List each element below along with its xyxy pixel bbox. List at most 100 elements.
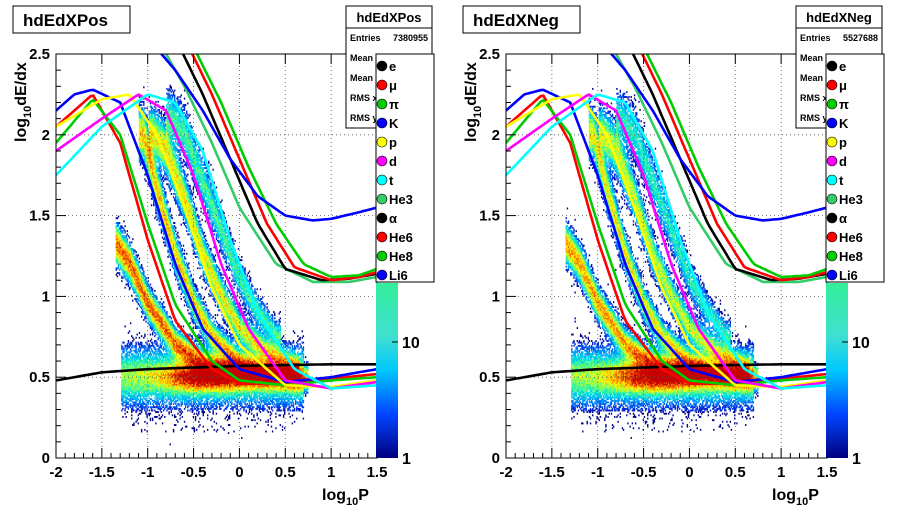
heat-cell: [168, 411, 169, 413]
heat-cell: [141, 429, 142, 431]
heat-cell: [126, 416, 127, 418]
heat-cell: [152, 410, 153, 412]
heat-cell: [117, 275, 118, 277]
heat-cell: [119, 272, 120, 274]
heat-cell: [150, 334, 151, 336]
heat-cell: [172, 321, 173, 323]
heat-cell: [150, 401, 151, 403]
heat-cell: [137, 308, 138, 310]
heat-cell: [172, 217, 173, 219]
heat-cell: [129, 330, 130, 332]
heat-cell: [130, 245, 131, 247]
heat-cell: [131, 414, 132, 416]
heat-cell: [167, 201, 168, 203]
heat-cell: [146, 115, 147, 117]
heat-cell: [142, 267, 143, 269]
heat-cell: [131, 241, 132, 243]
heat-cell: [163, 106, 164, 108]
heat-cell: [139, 261, 140, 263]
heat-cell: [161, 111, 162, 113]
heat-cell: [164, 112, 165, 114]
heat-cell: [141, 335, 142, 337]
heat-cell: [165, 431, 166, 433]
heat-cell: [150, 413, 151, 415]
heat-cell: [144, 107, 145, 109]
heat-cell: [138, 254, 139, 256]
heat-cell: [164, 306, 165, 308]
heat-cell: [170, 269, 171, 271]
heat-cell: [124, 413, 125, 415]
heat-cell: [143, 101, 144, 103]
heat-cell: [139, 258, 140, 260]
heat-cell: [131, 418, 132, 420]
heat-cell: [137, 334, 138, 336]
heat-cell: [162, 414, 163, 416]
heat-cell: [133, 338, 134, 340]
heat-cell: [152, 418, 153, 420]
heat-cell: [132, 238, 133, 240]
heat-cell: [122, 416, 123, 418]
heat-cell: [127, 230, 128, 232]
heat-cell: [170, 208, 171, 210]
heat-cell: [124, 225, 125, 227]
heat-cell: [155, 348, 156, 350]
heat-cell: [164, 416, 165, 418]
heat-cell: [161, 298, 162, 300]
heat-cell: [141, 316, 142, 318]
heat-cell: [172, 414, 173, 416]
heat-cell: [151, 204, 152, 206]
heat-cell: [154, 290, 155, 292]
heat-cell: [132, 345, 133, 347]
heat-cell: [148, 280, 149, 282]
heat-cell: [163, 301, 164, 303]
heat-cell: [161, 411, 162, 413]
heat-cell: [146, 107, 147, 109]
heat-cell: [155, 107, 156, 109]
heat-cell: [164, 309, 165, 311]
heat-cell: [155, 101, 156, 103]
heat-cell: [156, 416, 157, 418]
heat-cell: [170, 262, 171, 264]
heat-cell: [135, 251, 136, 253]
heat-cell: [133, 410, 134, 412]
heat-cell: [157, 101, 158, 103]
heat-cell: [150, 283, 151, 285]
heat-cell: [173, 429, 174, 431]
heat-cell: [164, 188, 165, 190]
heat-cell: [144, 421, 145, 423]
heat-cell: [135, 337, 136, 339]
heat-cell: [144, 334, 145, 336]
heat-cell: [149, 410, 150, 412]
heat-cell: [171, 86, 172, 88]
heat-cell: [143, 271, 144, 273]
heat-cell: [118, 216, 119, 218]
heat-cell: [141, 104, 142, 106]
heat-cell: [139, 332, 140, 334]
heat-cell: [129, 237, 130, 239]
heat-cell: [152, 288, 153, 290]
heat-cell: [127, 411, 128, 413]
heat-cell: [127, 238, 128, 240]
heat-cell: [161, 174, 162, 176]
heat-cell: [171, 193, 172, 195]
heat-cell: [159, 109, 160, 111]
heat-cell: [141, 264, 142, 266]
heat-cell: [119, 222, 120, 224]
heat-cell: [161, 169, 162, 171]
heat-cell: [131, 350, 132, 352]
heat-cell: [148, 340, 149, 342]
heat-cell: [171, 317, 172, 319]
heat-cell: [171, 214, 172, 216]
heat-cell: [156, 342, 157, 344]
heat-cell: [157, 411, 158, 413]
heat-cell: [135, 342, 136, 344]
heat-cell: [124, 325, 125, 327]
heat-cell: [123, 220, 124, 222]
heat-cell: [151, 338, 152, 340]
heat-cell: [162, 422, 163, 424]
heat-cell: [174, 222, 175, 224]
chart-panel-1: -2 -1.5 -1 -0.5 0 0.5 1 1.500.511.522.5log10Plo…: [13, 6, 434, 508]
heat-cell: [152, 342, 153, 344]
heat-cell: [123, 342, 124, 344]
heat-cell: [150, 418, 151, 420]
